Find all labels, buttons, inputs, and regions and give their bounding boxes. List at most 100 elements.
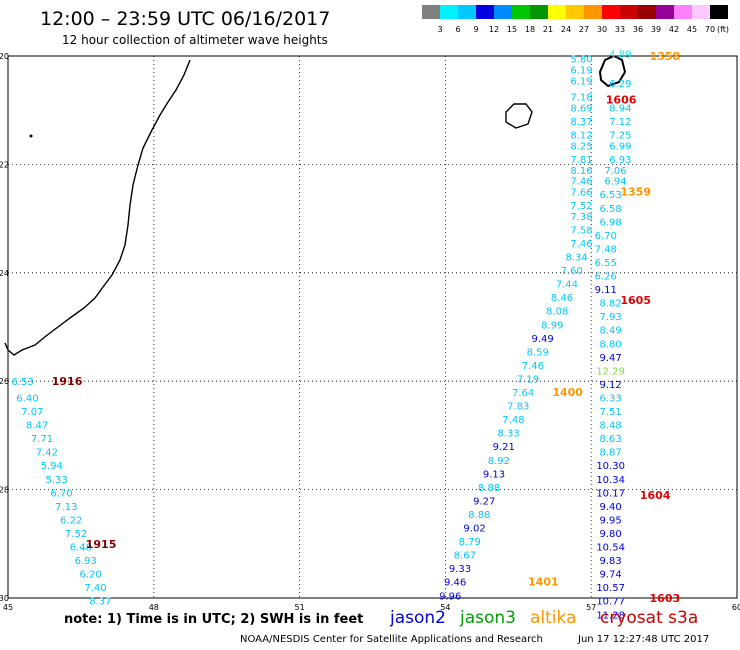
pass-time-label: 1359	[620, 186, 651, 199]
wave-height-value: 7.42	[36, 448, 58, 459]
colorbar-label: 3	[437, 25, 443, 34]
y-tick-label: -22	[0, 160, 9, 169]
colorbar-swatch	[548, 5, 566, 19]
pass-time-label: 1400	[552, 386, 583, 399]
wave-height-value: 9.47	[600, 353, 622, 364]
colorbar-unit: (ft)	[716, 25, 730, 34]
colorbar-swatch	[440, 5, 458, 19]
colorbar-label: 33	[614, 25, 626, 34]
x-tick-label: 60	[732, 603, 740, 612]
track-t3: 6.53 6.40 7.07 8.47 7.71 7.42 5.94 5.33 6.70 7.13…	[11, 377, 111, 608]
wave-height-value: 8.99	[541, 320, 563, 331]
wave-height-value: 6.98	[600, 217, 622, 228]
wave-height-value: 6.53	[600, 190, 622, 201]
colorbar-swatch	[566, 5, 584, 19]
reunion-coastline	[505, 103, 533, 129]
pass-time-label: 1401	[528, 576, 559, 589]
wave-height-value: 6.70	[595, 231, 617, 242]
colorbar-label: 27	[578, 25, 590, 34]
wave-height-value: 9.49	[531, 334, 553, 345]
wave-height-value: 6.20	[79, 570, 101, 581]
wave-height-value: 10.54	[596, 543, 625, 554]
wave-height-value: 6.55	[595, 258, 617, 269]
wave-height-value: 7.71	[31, 434, 53, 445]
axis-ticks: 45 48 51 54 57 60 -20 -22 -24 -26 -28 -30	[0, 52, 740, 612]
wave-height-value: 6.93	[75, 556, 97, 567]
colorbar-label: 18	[524, 25, 536, 34]
y-tick-label: -30	[0, 594, 9, 603]
colorbar-label: 42	[668, 25, 680, 34]
wave-height-value: 7.83	[507, 402, 529, 413]
wave-height-value: 8.33	[497, 429, 519, 440]
wave-height-value: 8.16	[570, 166, 592, 177]
y-tick-label: -26	[0, 377, 9, 386]
wave-height-value: 8.25	[570, 141, 592, 152]
wave-height-value: 9.27	[473, 496, 495, 507]
wave-height-value: 6.19	[570, 76, 592, 87]
track-t1: 5.806.196.197.188.698.378.128.257.818.16…	[439, 55, 592, 603]
wave-height-value: 9.13	[483, 469, 505, 480]
colorbar-label: 6	[455, 25, 461, 34]
wave-height-value: 10.30	[596, 461, 625, 472]
wave-height-value: 9.83	[600, 556, 622, 567]
colorbar-label: 36	[632, 25, 644, 34]
credit-text: NOAA/NESDIS Center for Satellite Applica…	[240, 634, 543, 645]
wave-height-value: 6.94	[604, 177, 626, 188]
colorbar-label: 21	[542, 25, 554, 34]
x-tick-label: 45	[3, 603, 13, 612]
generated-time: Jun 17 12:27:48 UTC 2017	[578, 634, 710, 645]
wave-height-value: 8.80	[600, 339, 622, 350]
wave-height-value: 5.80	[570, 55, 592, 66]
pass-time-label: 1915	[86, 538, 117, 551]
wave-height-value: 7.46	[570, 177, 592, 188]
colorbar-swatch	[476, 5, 494, 19]
y-tick-label: -20	[0, 52, 9, 61]
y-tick-label: -28	[0, 486, 9, 495]
wave-height-value: 7.19	[517, 374, 539, 385]
wave-height-value: 9.96	[439, 591, 461, 602]
colorbar-swatch	[710, 5, 728, 19]
wave-height-value: 7.25	[609, 131, 631, 142]
footer-note: note: 1) Time is in UTC; 2) SWH is in fe…	[64, 612, 364, 627]
colorbar-swatch	[602, 5, 620, 19]
wave-height-value: 8.47	[26, 421, 48, 432]
wave-height-value: 8.67	[454, 551, 476, 562]
colorbar-label: 15	[506, 25, 518, 34]
pass-time-label: 1605	[620, 294, 651, 307]
wave-height-value: 8.87	[600, 448, 622, 459]
wave-height-value: 5.94	[41, 461, 63, 472]
wave-height-value: 6.22	[60, 515, 82, 526]
wave-height-value: 6.99	[609, 141, 631, 152]
coastline	[4, 54, 627, 356]
wave-height-value: 6.29	[609, 79, 631, 90]
wave-height-value: 7.07	[21, 407, 43, 418]
wave-height-value: 8.37	[89, 597, 111, 608]
x-tick-label: 51	[295, 603, 305, 612]
wave-height-value: 8.49	[600, 326, 622, 337]
wave-height-value: 7.66	[570, 188, 592, 199]
colorbar-swatch	[458, 5, 476, 19]
time-labels: 1358 1606 1359 1605 1916 1400 1604 1915 1401 1603	[52, 50, 680, 605]
mauritius-coastline	[598, 54, 627, 88]
wave-height-value: 6.70	[50, 488, 72, 499]
wave-height-value: 9.12	[600, 380, 622, 391]
wave-height-value: 9.21	[493, 442, 515, 453]
x-tick-label: 48	[149, 603, 159, 612]
colorbar-label: 30	[596, 25, 608, 34]
wave-height-value: 8.79	[459, 537, 481, 548]
pass-time-label: 1916	[52, 375, 83, 388]
wave-height-value: 8.34	[565, 253, 587, 264]
legend-cryosat-s3a: cryosat s3a	[600, 608, 699, 628]
legend-altika: altika	[530, 608, 577, 628]
island-dot	[29, 134, 33, 138]
colorbar-swatch	[584, 5, 602, 19]
wave-height-value: 7.13	[55, 502, 77, 513]
wave-height-value: 7.60	[561, 266, 583, 277]
colorbar-swatch	[620, 5, 638, 19]
colorbar-label: 24	[560, 25, 572, 34]
wave-height-value: 7.93	[600, 312, 622, 323]
map-title: 12:00 – 23:59 UTC 06/16/2017	[40, 8, 331, 30]
wave-height-value: 7.18	[570, 93, 592, 104]
wave-height-value: 9.46	[444, 578, 466, 589]
wave-height-value: 10.57	[596, 583, 625, 594]
